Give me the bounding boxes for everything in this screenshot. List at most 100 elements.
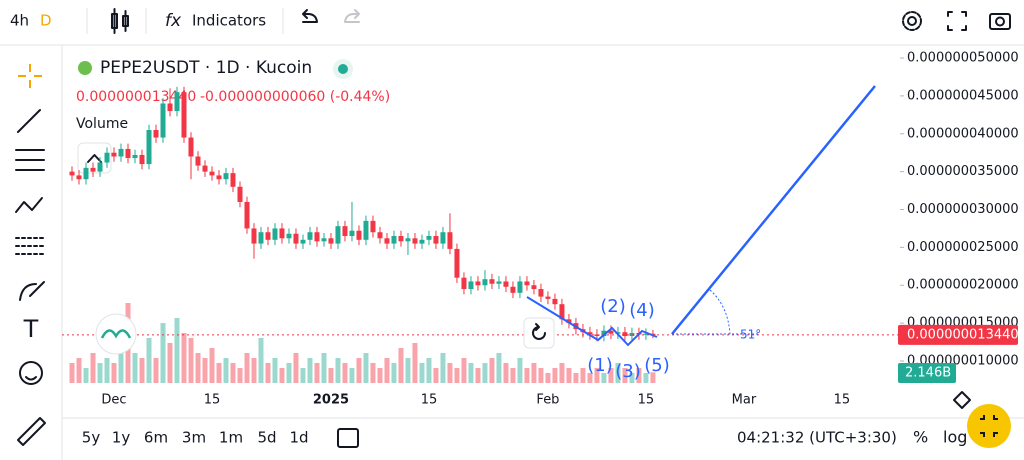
redo-icon[interactable] [344,9,360,23]
last-volume-box [898,363,956,383]
candle-body [377,232,383,239]
date-range-icon[interactable] [337,428,359,448]
candle-body [349,230,355,237]
range-button[interactable]: 5d [257,429,276,447]
axis-settings[interactable] [953,391,971,409]
range-button[interactable]: 1d [289,429,308,447]
candle-body [559,304,565,320]
collapse-icon [87,154,102,163]
volume-bar [524,368,530,383]
wave-label: (5) [644,355,670,376]
volume-bar [111,363,117,383]
trend-line[interactable] [671,85,876,335]
volume-bar [160,323,166,383]
candle-body [426,236,432,240]
wave-label: (2) [600,296,626,317]
volume-bar [153,358,159,383]
x-tick-label: Mar [732,393,757,408]
volume-bar [454,368,460,383]
candle-body [496,281,502,284]
volume-bar [286,363,292,383]
volume-bar [83,368,89,383]
range-button[interactable]: 1m [219,429,243,447]
emoji-tool[interactable] [25,376,37,381]
percent-toggle[interactable]: % [913,428,928,447]
fullscreen-icon[interactable] [947,11,967,31]
volume-bar [559,363,565,383]
legend-change: -0.000000000060 (-0.44%) [200,89,390,105]
candle-body [300,239,306,244]
candle-body [167,103,173,112]
volume-bar [104,358,110,383]
volume-bar [300,368,306,383]
volume-bar [146,338,152,383]
reset-button[interactable] [523,317,555,349]
volume-bar [216,363,222,383]
undo-icon[interactable] [302,9,318,23]
candle-body [195,156,201,166]
fx-icon[interactable]: fx [165,11,182,31]
fib-tool[interactable] [15,149,45,171]
camera-icon[interactable] [995,16,1005,27]
candle-body [342,226,348,237]
wave-line[interactable] [526,296,658,347]
candle-body [237,186,243,202]
volume-bar [90,353,96,383]
range-button[interactable]: 3m [182,429,206,447]
camera-icon[interactable] [989,13,1011,30]
candle-body [125,148,131,159]
volume-bar [188,338,194,383]
candle-body [412,238,418,244]
interval-button[interactable]: 4h [10,12,29,30]
y-tick-label: 0.000000040000 [907,126,1019,141]
brush-tool[interactable] [19,281,45,301]
volume-bar [237,368,243,383]
crosshair-tool[interactable] [18,64,42,88]
log-toggle[interactable]: log [943,428,967,447]
volume-bar [377,368,383,383]
volume-bar [307,358,313,383]
volume-bar [615,363,621,383]
prediction-tool[interactable] [15,237,45,255]
range-button[interactable]: 1y [112,429,131,447]
settings-icon[interactable] [902,11,922,31]
y-tick-label: 0.000000045000 [907,88,1019,103]
x-tick-label: 15 [421,393,438,408]
candle-body [384,238,390,244]
candle-body [419,239,425,244]
pattern-tool[interactable] [15,197,43,213]
symbol-logo [78,61,92,75]
x-tick-label: Feb [536,393,559,408]
candle-body [69,171,75,176]
candle-body [475,281,481,286]
volume-bar [251,358,257,383]
range-button[interactable]: 6m [144,429,168,447]
candle-body [90,167,96,172]
emoji-tool[interactable] [19,361,43,385]
candle-body [223,173,229,180]
volume-bar [538,368,544,383]
range-button[interactable]: 5y [82,429,101,447]
volume-bar [328,368,334,383]
candle-body [461,277,467,290]
trendline-tool[interactable] [17,109,41,133]
ruler-tool[interactable] [17,417,46,446]
candle-body [545,296,551,299]
fab-button[interactable] [967,404,1011,448]
volume-bar [496,353,502,383]
candle-body [482,279,488,286]
candle-icon[interactable] [111,8,129,34]
wave-label: (1) [587,355,613,376]
angle-arc [709,289,731,335]
candle-body [566,319,572,324]
indicators-button[interactable]: Indicators [192,12,266,30]
volume-bar [468,363,474,383]
volume-bar [643,373,649,383]
wave-label: (4) [629,300,655,321]
settings-icon[interactable] [907,16,917,26]
volume-bar [587,373,593,383]
volume-bar [293,353,299,383]
chart-style-button[interactable]: D [40,12,52,30]
text-tool[interactable]: T [23,315,39,343]
